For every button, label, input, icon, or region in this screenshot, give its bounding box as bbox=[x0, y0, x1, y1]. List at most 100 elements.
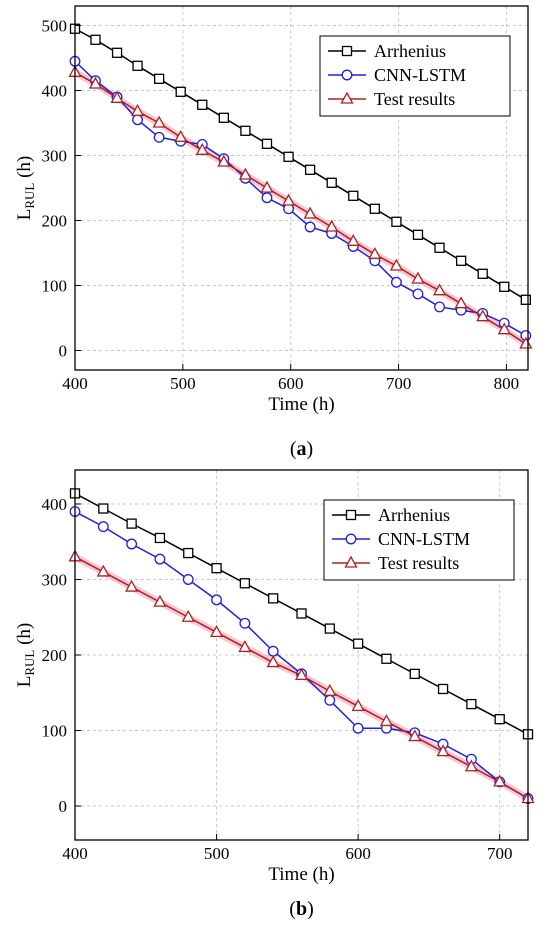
y-tick-label: 200 bbox=[42, 646, 68, 665]
y-tick-label: 0 bbox=[59, 797, 68, 816]
legend-marker-triangle bbox=[340, 91, 354, 104]
data-point-circle bbox=[412, 288, 424, 300]
legend-label: Arrhenius bbox=[378, 505, 450, 525]
data-point-square bbox=[466, 698, 477, 710]
data-point-triangle bbox=[436, 744, 450, 757]
caption-open-paren: ( bbox=[289, 898, 296, 920]
data-point-square bbox=[126, 518, 137, 529]
legend-marker-circle bbox=[341, 69, 353, 81]
data-point-triangle bbox=[294, 668, 309, 681]
data-point-square bbox=[391, 216, 402, 227]
data-point-triangle bbox=[281, 193, 296, 206]
legend-label: Arrhenius bbox=[374, 41, 446, 61]
data-point-triangle bbox=[303, 206, 317, 219]
data-point-square bbox=[455, 255, 467, 266]
legend: Arrhenius CNN-LSTM Test results bbox=[319, 35, 511, 117]
data-point-triangle bbox=[238, 167, 253, 180]
data-point-triangle bbox=[181, 609, 195, 622]
data-point-square bbox=[239, 578, 251, 589]
data-point-square bbox=[348, 190, 359, 201]
data-point-circle bbox=[267, 645, 279, 657]
data-point-square bbox=[369, 203, 380, 214]
data-point-square bbox=[268, 593, 279, 604]
y-tick-label: 400 bbox=[42, 82, 68, 101]
data-point-square bbox=[304, 164, 316, 175]
data-point-square bbox=[261, 138, 273, 149]
series-line bbox=[74, 60, 527, 337]
y-axis-label-unit: (h) bbox=[14, 623, 35, 650]
data-point-triangle bbox=[432, 283, 447, 296]
data-point-triangle bbox=[125, 579, 139, 592]
data-point-triangle bbox=[346, 233, 360, 246]
y-axis-label: LRUL (h) bbox=[14, 156, 37, 221]
y-tick-label: 300 bbox=[42, 570, 68, 589]
data-point-square bbox=[381, 653, 392, 664]
data-point-triangle bbox=[153, 594, 167, 607]
legend-label: Test results bbox=[378, 553, 459, 573]
data-point-square bbox=[153, 73, 165, 84]
data-point-triangle bbox=[238, 640, 252, 653]
data-point-square bbox=[90, 34, 101, 45]
data-point-square bbox=[520, 294, 531, 305]
y-axis-label-main: L bbox=[14, 209, 35, 221]
x-tick-label: 600 bbox=[278, 374, 304, 393]
y-tick-label: 100 bbox=[42, 277, 68, 296]
y-tick-label: 500 bbox=[42, 17, 68, 36]
data-point-triangle bbox=[389, 258, 404, 271]
data-point-square bbox=[324, 623, 335, 634]
figure-caption: (b) bbox=[289, 898, 313, 920]
data-point-circle bbox=[261, 192, 273, 204]
series-line bbox=[74, 71, 527, 345]
data-point-triangle bbox=[174, 129, 188, 142]
data-point-circle bbox=[154, 553, 166, 565]
x-tick-label: 500 bbox=[204, 844, 230, 863]
y-axis-label-subscript: RUL bbox=[22, 183, 37, 209]
series-line bbox=[74, 28, 527, 301]
data-point-circle bbox=[182, 574, 194, 585]
data-point-circle bbox=[434, 301, 446, 313]
data-point-triangle bbox=[379, 714, 394, 727]
x-tick-label: 400 bbox=[62, 374, 88, 393]
data-point-triangle bbox=[493, 774, 507, 787]
y-axis-label-subscript: RUL bbox=[22, 650, 37, 676]
y-tick-label: 100 bbox=[42, 722, 68, 741]
x-axis-label: Time (h) bbox=[268, 864, 334, 885]
series-test-results bbox=[68, 549, 535, 804]
data-point-triangle bbox=[195, 142, 209, 155]
data-point-square bbox=[183, 547, 194, 559]
data-point-square bbox=[111, 47, 123, 58]
data-point-square bbox=[437, 683, 449, 695]
data-point-square bbox=[477, 268, 488, 279]
data-point-square bbox=[326, 177, 337, 188]
data-point-circle bbox=[153, 131, 165, 143]
data-point-triangle bbox=[266, 655, 280, 668]
data-point-triangle bbox=[110, 90, 124, 103]
series-arrhenius bbox=[69, 488, 534, 740]
data-point-square bbox=[175, 86, 186, 97]
data-point-square bbox=[218, 112, 229, 123]
legend-label: CNN-LSTM bbox=[378, 529, 470, 549]
x-axis-label: Time (h) bbox=[268, 394, 334, 415]
legend-label: Test results bbox=[374, 89, 455, 109]
data-point-triangle bbox=[260, 180, 274, 193]
data-point-circle bbox=[126, 538, 138, 550]
series-test-results bbox=[68, 64, 533, 349]
caption-open-paren: ( bbox=[290, 438, 297, 460]
legend-marker-square bbox=[341, 45, 353, 57]
data-point-triangle bbox=[411, 271, 425, 284]
data-point-triangle bbox=[464, 759, 478, 772]
legend-label: CNN-LSTM bbox=[374, 65, 466, 85]
data-point-circle bbox=[97, 521, 109, 533]
data-point-triangle bbox=[476, 309, 490, 322]
data-point-triangle bbox=[323, 683, 337, 696]
data-point-square bbox=[412, 229, 424, 240]
chart-a: 400 500 600 700 800 0 100 200 300 400 500 Time (h) L… bbox=[14, 5, 533, 460]
x-tick-label: 700 bbox=[487, 844, 513, 863]
data-point-triangle bbox=[96, 564, 110, 577]
data-point-square bbox=[296, 608, 307, 619]
y-tick-label: 300 bbox=[42, 147, 68, 166]
data-point-square bbox=[240, 125, 251, 136]
data-point-triangle bbox=[152, 115, 166, 128]
chart-b: 400 500 600 700 0 100 200 300 400 Time (h) LRUL (h… bbox=[14, 469, 535, 920]
